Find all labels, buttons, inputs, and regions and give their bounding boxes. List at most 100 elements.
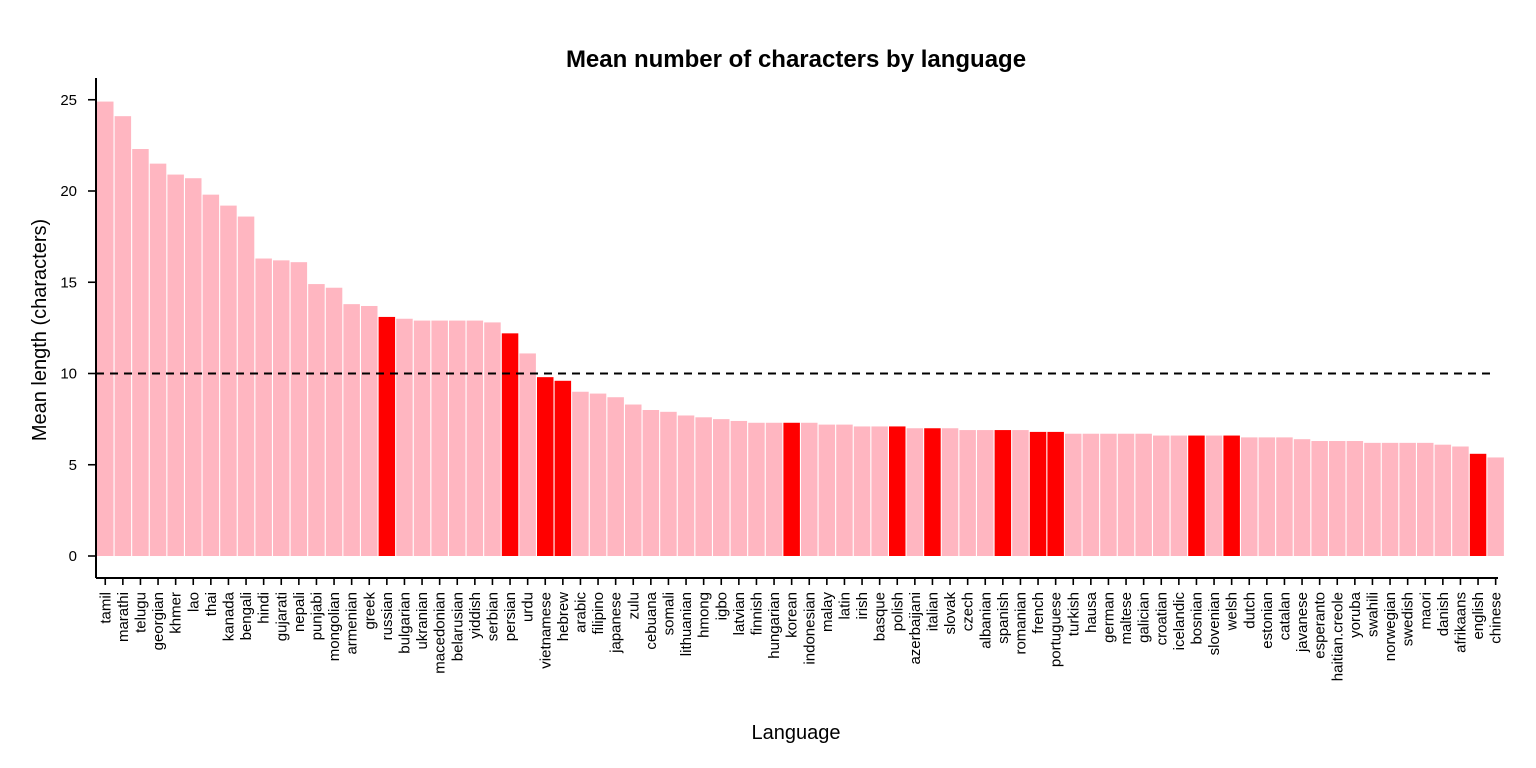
x-tick-label-afrikaans: afrikaans — [1452, 592, 1469, 653]
x-tick-label-ukranian: ukranian — [414, 592, 431, 650]
bar-russian — [378, 316, 396, 556]
bar-spanish — [994, 430, 1012, 556]
x-tick-label-yoruba: yoruba — [1347, 591, 1364, 638]
x-tick-label-basque: basque — [872, 592, 889, 641]
x-tick-label-indonesian: indonesian — [801, 592, 818, 665]
x-tick-label-belarusian: belarusian — [449, 592, 466, 661]
bar-malay — [818, 424, 836, 556]
bar-lithuanian — [677, 415, 695, 557]
x-tick-label-romanian: romanian — [1012, 592, 1029, 655]
bar-finnish — [748, 422, 765, 556]
x-tick-label-chinese: chinese — [1488, 592, 1505, 644]
bar-kanada — [220, 205, 237, 556]
bar-esperanto — [1311, 441, 1328, 556]
bar-greek — [361, 305, 378, 556]
x-tick-label-norwegian: norwegian — [1382, 592, 1399, 661]
bar-azerbaijani — [906, 428, 924, 556]
y-axis-title: Mean length (characters) — [29, 219, 51, 441]
x-tick-label-swahili: swahili — [1364, 592, 1381, 637]
bar-irish — [853, 426, 871, 556]
x-tick-label-azerbaijani: azerbaijani — [907, 592, 924, 665]
bar-turkish — [1065, 433, 1082, 557]
bar-estonian — [1258, 437, 1276, 557]
bar-hindi — [255, 258, 272, 556]
x-tick-label-punjabi: punjabi — [308, 592, 325, 640]
x-tick-label-hungarian: hungarian — [766, 592, 783, 659]
x-tick-label-latin: latin — [836, 592, 853, 620]
x-tick-label-japanese: japanese — [608, 592, 625, 654]
x-tick-label-telugu: telugu — [132, 592, 149, 633]
x-tick-label-galician: galician — [1136, 592, 1153, 643]
bar-galician — [1135, 433, 1152, 557]
bar-french — [1029, 431, 1047, 556]
bar-mongolian — [325, 287, 343, 556]
x-tick-label-bengali: bengali — [238, 592, 255, 640]
x-axis — [96, 577, 1498, 585]
x-tick-label-kanada: kanada — [220, 591, 237, 641]
bar-haitian.creole — [1329, 441, 1346, 556]
x-tick-label-maori: maori — [1417, 592, 1434, 630]
bar-urdu — [519, 353, 536, 556]
bar-dutch — [1241, 437, 1258, 557]
bar-hungarian — [765, 422, 783, 556]
bar-hausa — [1082, 433, 1100, 557]
x-tick-label-bulgarian: bulgarian — [396, 592, 413, 654]
bar-tamil — [97, 101, 114, 556]
x-tick-label-hmong: hmong — [696, 592, 713, 638]
x-tick-label-arabic: arabic — [572, 592, 589, 633]
bar-portuguese — [1047, 431, 1064, 556]
x-tick-label-danish: danish — [1435, 592, 1452, 636]
x-tick-label-cebuana: cebuana — [643, 591, 660, 649]
bar-khmer — [167, 174, 184, 556]
bar-hmong — [695, 417, 712, 556]
bar-hebrew — [554, 380, 572, 556]
bar-slovak — [941, 428, 959, 556]
x-tick-label-somali: somali — [660, 592, 677, 635]
x-tick-label-gujarati: gujarati — [273, 592, 290, 641]
x-tick-label-maltese: maltese — [1118, 592, 1135, 645]
bar-filipino — [589, 393, 607, 556]
bar-latin — [836, 424, 853, 556]
bar-english — [1469, 453, 1487, 556]
x-tick-label-serbian: serbian — [484, 592, 501, 641]
x-tick-label-hindi: hindi — [256, 592, 273, 624]
bars-group — [97, 101, 1504, 557]
x-tick-label-russian: russian — [379, 592, 396, 640]
x-tick-label-dutch: dutch — [1241, 592, 1258, 629]
bar-german — [1100, 433, 1117, 557]
x-tick-label-persian: persian — [502, 592, 519, 641]
y-tick-label: 20 — [60, 183, 77, 200]
x-tick-label-georgian: georgian — [150, 592, 167, 650]
x-tick-label-esperanto: esperanto — [1312, 592, 1329, 659]
x-tick-label-lithuanian: lithuanian — [678, 592, 695, 656]
bar-basque — [871, 426, 888, 556]
x-tick-label-italian: italian — [924, 592, 941, 631]
bar-thai — [202, 194, 220, 556]
bar-georgian — [149, 163, 167, 557]
bar-lao — [185, 178, 202, 557]
x-tick-label-catalan: catalan — [1276, 592, 1293, 640]
bar-bosnian — [1188, 435, 1205, 556]
x-tick-label-spanish: spanish — [995, 592, 1012, 644]
x-tick-label-zulu: zulu — [625, 592, 642, 620]
x-tick-label-portuguese: portuguese — [1048, 592, 1065, 667]
x-tick-label-welsh: welsh — [1224, 592, 1241, 631]
bar-marathi — [114, 116, 132, 557]
x-tick-label-english: english — [1470, 592, 1487, 640]
x-tick-label-marathi: marathi — [115, 592, 132, 642]
x-tick-label-filipino: filipino — [590, 592, 607, 635]
bar-zulu — [625, 404, 642, 556]
x-tick-label-thai: thai — [203, 592, 220, 616]
bar-maori — [1417, 442, 1434, 556]
bar-swedish — [1399, 442, 1416, 556]
x-tick-label-hebrew: hebrew — [555, 592, 572, 641]
bar-cebuana — [642, 410, 660, 556]
bar-japanese — [607, 397, 624, 556]
bar-swahili — [1364, 442, 1381, 556]
y-tick-label: 0 — [69, 548, 77, 565]
bar-danish — [1434, 444, 1452, 556]
y-tick-label: 10 — [60, 366, 77, 383]
bar-czech — [959, 430, 976, 556]
bar-norwegian — [1381, 442, 1399, 556]
x-tick-label-javanese: javanese — [1294, 592, 1311, 653]
